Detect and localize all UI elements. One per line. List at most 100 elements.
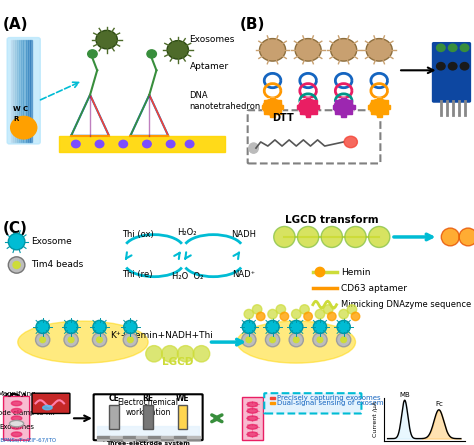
Bar [335, 100, 340, 104]
Circle shape [295, 39, 321, 61]
Circle shape [146, 346, 162, 362]
FancyBboxPatch shape [247, 110, 380, 163]
Circle shape [8, 234, 25, 250]
Circle shape [290, 320, 303, 333]
Text: (D): (D) [2, 393, 29, 408]
Text: K⁺+Hemin+NADH+Thi: K⁺+Hemin+NADH+Thi [109, 331, 213, 340]
FancyBboxPatch shape [7, 37, 40, 144]
Circle shape [244, 309, 254, 319]
Bar [143, 405, 153, 429]
Circle shape [337, 320, 350, 333]
Circle shape [298, 98, 319, 116]
Text: WE: WE [176, 394, 189, 403]
Circle shape [11, 432, 22, 437]
Circle shape [315, 267, 325, 277]
Ellipse shape [237, 321, 356, 363]
Circle shape [347, 305, 357, 314]
Circle shape [448, 44, 457, 52]
Text: H₂O₂: H₂O₂ [177, 228, 197, 237]
Bar [148, 438, 161, 440]
Text: Exosomes: Exosomes [0, 424, 34, 430]
Circle shape [123, 333, 137, 347]
Circle shape [276, 305, 285, 314]
Bar [347, 100, 352, 104]
Circle shape [68, 337, 74, 343]
Bar [270, 402, 275, 405]
Text: Tim4 beads: Tim4 beads [31, 260, 83, 270]
Text: (C): (C) [2, 221, 27, 235]
Text: (A): (A) [2, 17, 28, 32]
Circle shape [259, 39, 285, 61]
Bar [371, 100, 375, 104]
Bar [187, 437, 200, 438]
Bar [300, 110, 304, 114]
Text: C: C [23, 106, 27, 112]
Circle shape [289, 333, 303, 347]
Circle shape [124, 320, 137, 333]
Circle shape [162, 346, 178, 362]
Circle shape [36, 320, 49, 333]
Circle shape [337, 333, 351, 347]
Bar [383, 110, 388, 114]
Circle shape [344, 136, 357, 148]
Circle shape [96, 30, 118, 49]
Bar [276, 100, 281, 104]
Circle shape [72, 140, 80, 148]
Bar [347, 110, 352, 114]
Circle shape [298, 227, 319, 247]
Circle shape [459, 228, 474, 246]
Bar [97, 438, 110, 440]
Circle shape [441, 228, 459, 246]
Bar [262, 105, 266, 109]
Bar [178, 405, 187, 429]
Circle shape [43, 405, 52, 410]
Bar [187, 438, 200, 440]
Bar [17, 40, 19, 142]
Circle shape [437, 63, 445, 70]
Bar [161, 437, 174, 438]
Bar [279, 105, 283, 109]
Text: DNA
nanotetrahedron: DNA nanotetrahedron [190, 91, 261, 111]
Text: LGCD: LGCD [162, 357, 193, 368]
Circle shape [292, 309, 301, 319]
FancyBboxPatch shape [94, 394, 203, 440]
Text: H₂O  O₂: H₂O O₂ [172, 272, 203, 281]
Circle shape [330, 39, 356, 61]
Circle shape [366, 39, 392, 61]
Circle shape [64, 320, 78, 333]
Circle shape [193, 346, 210, 362]
Text: Hemin: Hemin [341, 267, 371, 276]
Circle shape [247, 409, 258, 413]
Bar [136, 437, 148, 438]
Bar [335, 110, 340, 114]
Circle shape [313, 333, 327, 347]
Ellipse shape [249, 143, 258, 153]
Text: (B): (B) [239, 17, 265, 32]
Bar [10, 40, 13, 142]
Bar [21, 40, 23, 142]
Bar [174, 437, 187, 438]
FancyBboxPatch shape [4, 396, 29, 440]
Circle shape [147, 50, 156, 58]
Text: Electrode clamp to fix: Electrode clamp to fix [0, 410, 55, 416]
Circle shape [88, 50, 97, 58]
Text: RE: RE [143, 394, 154, 403]
Text: Precisely capturing exosomes: Precisely capturing exosomes [277, 395, 381, 401]
Circle shape [268, 309, 277, 319]
Circle shape [300, 305, 309, 314]
Bar [371, 110, 375, 114]
Bar [97, 426, 199, 437]
Text: LGCD transform: LGCD transform [285, 215, 379, 225]
Circle shape [339, 309, 348, 319]
Circle shape [247, 402, 258, 407]
Bar [312, 100, 317, 104]
Circle shape [369, 227, 390, 247]
Circle shape [36, 333, 50, 347]
Text: Aptamer-BPNSs/Fc/ZIF-67/ITO: Aptamer-BPNSs/Fc/ZIF-67/ITO [0, 438, 57, 443]
Bar [123, 437, 136, 438]
Y-axis label: Current /μA: Current /μA [374, 401, 378, 437]
Bar [377, 98, 382, 102]
Bar [297, 105, 302, 109]
Bar [306, 98, 310, 102]
Ellipse shape [18, 321, 148, 363]
